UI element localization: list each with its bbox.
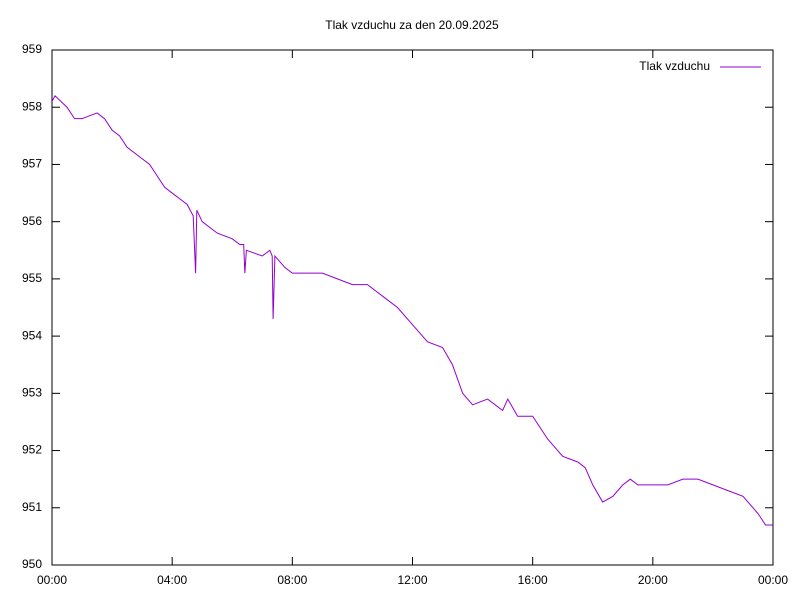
- x-tick-label: 08:00: [277, 573, 307, 587]
- y-tick-label: 958: [22, 99, 42, 113]
- chart-title: Tlak vzduchu za den 20.09.2025: [325, 18, 499, 32]
- y-tick-label: 951: [22, 500, 42, 514]
- data-line: [51, 94, 773, 526]
- y-tick-label: 952: [22, 443, 42, 457]
- y-tick-label: 956: [22, 214, 42, 228]
- legend-label: Tlak vzduchu: [639, 59, 710, 73]
- x-tick-label: 20:00: [638, 573, 668, 587]
- plot-border: [51, 49, 774, 566]
- y-tick-label: 955: [22, 271, 42, 285]
- y-tick-label: 953: [22, 386, 42, 400]
- x-tick-label: 16:00: [518, 573, 548, 587]
- x-tick-label: 00:00: [37, 573, 67, 587]
- x-tick-label: 00:00: [758, 573, 788, 587]
- x-tick-label: 12:00: [397, 573, 427, 587]
- y-tick-label: 959: [22, 42, 42, 56]
- x-tick-label: 04:00: [157, 573, 187, 587]
- y-tick-label: 950: [22, 557, 42, 571]
- y-tick-label: 957: [22, 157, 42, 171]
- y-tick-label: 954: [22, 328, 42, 342]
